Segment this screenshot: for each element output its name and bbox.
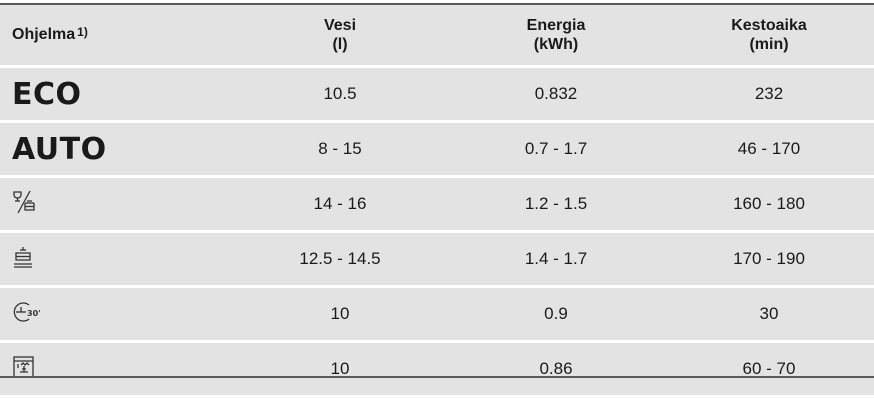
table-row: ECO 10.5 0.832 232 <box>0 66 874 122</box>
water-cell: 14 - 16 <box>232 176 448 232</box>
water-cell: 10.5 <box>232 66 448 122</box>
rinse-hold-icon <box>12 355 36 384</box>
header-water: Vesi (l) <box>232 3 448 67</box>
water-cell: 12.5 - 14.5 <box>232 231 448 287</box>
header-water-unit: (l) <box>332 36 348 53</box>
header-energy-unit: (kWh) <box>533 36 579 53</box>
table-header-row: Ohjelma 1) Vesi (l) Energia (kWh) Kestoaika… <box>0 3 874 67</box>
energy-cell: 0.86 <box>448 341 664 397</box>
program-cell: AUTO <box>0 121 232 177</box>
program-name: ECO <box>12 76 82 112</box>
water-cell: 10 <box>232 341 448 397</box>
duration-cell: 160 - 180 <box>664 176 874 232</box>
header-program-footnote: 1) <box>77 25 88 39</box>
table-row: 10 0.86 60 - 70 <box>0 341 874 397</box>
table-row: 12.5 - 14.5 1.4 - 1.7 170 - 190 <box>0 231 874 287</box>
table-row: 14 - 16 1.2 - 1.5 160 - 180 <box>0 176 874 232</box>
program-cell <box>0 231 232 287</box>
energy-cell: 0.9 <box>448 286 664 342</box>
header-energy-label: Energia <box>526 17 586 34</box>
header-water-label: Vesi <box>323 17 357 34</box>
header-energy: Energia (kWh) <box>448 3 664 67</box>
duration-cell: 170 - 190 <box>664 231 874 287</box>
duration-cell: 46 - 170 <box>664 121 874 177</box>
table-row: 30' 10 0.9 30 <box>0 286 874 342</box>
header-duration-label: Kestoaika <box>731 17 807 34</box>
duration-cell: 232 <box>664 66 874 122</box>
header-program: Ohjelma 1) <box>0 3 232 67</box>
pot-icon <box>12 245 36 274</box>
timer-30-icon: 30' <box>12 300 42 329</box>
program-cell: 30' <box>0 286 232 342</box>
duration-cell: 60 - 70 <box>664 341 874 397</box>
program-cell <box>0 176 232 232</box>
water-cell: 10 <box>232 286 448 342</box>
svg-text:30': 30' <box>27 309 41 318</box>
program-table: Ohjelma 1) Vesi (l) Energia (kWh) Kestoaika… <box>0 3 874 398</box>
energy-cell: 0.7 - 1.7 <box>448 121 664 177</box>
program-name: AUTO <box>12 131 107 167</box>
header-duration-unit: (min) <box>749 36 789 53</box>
header-duration: Kestoaika (min) <box>664 3 874 67</box>
energy-cell: 1.2 - 1.5 <box>448 176 664 232</box>
program-cell: ECO <box>0 66 232 122</box>
glass-dish-icon <box>12 190 36 219</box>
energy-cell: 0.832 <box>448 66 664 122</box>
energy-cell: 1.4 - 1.7 <box>448 231 664 287</box>
water-cell: 8 - 15 <box>232 121 448 177</box>
header-program-label: Ohjelma <box>12 26 76 43</box>
program-cell <box>0 341 232 397</box>
duration-cell: 30 <box>664 286 874 342</box>
table-row: AUTO 8 - 15 0.7 - 1.7 46 - 170 <box>0 121 874 177</box>
table-bottom-rule <box>0 376 874 378</box>
